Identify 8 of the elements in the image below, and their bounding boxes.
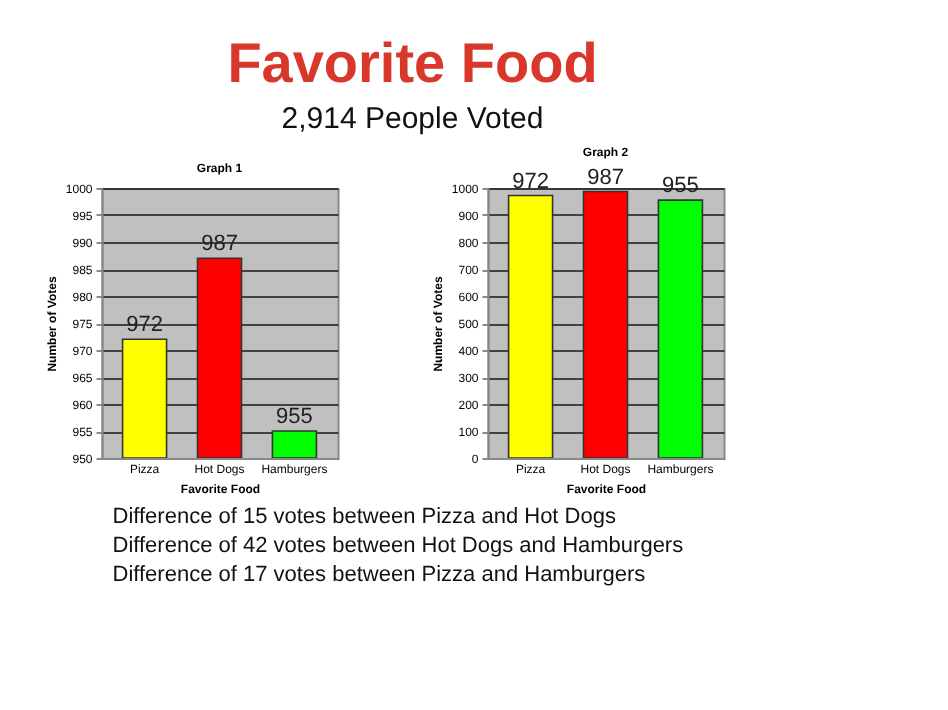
text: Favorite Food (227, 32, 598, 94)
data-label: 987 (587, 165, 624, 190)
text: Difference of 17 votes between Pizza and Hamburgers (112, 563, 647, 588)
data-label: 955 (276, 405, 313, 429)
text: Difference of 15 votes between Pizza and Hot Dogs (112, 504, 617, 529)
data-label: 972 (512, 169, 549, 194)
text: 2,914 People Voted (281, 102, 544, 136)
text: Difference of 42 votes between Hot Dogs and Hamburgers (112, 534, 685, 558)
